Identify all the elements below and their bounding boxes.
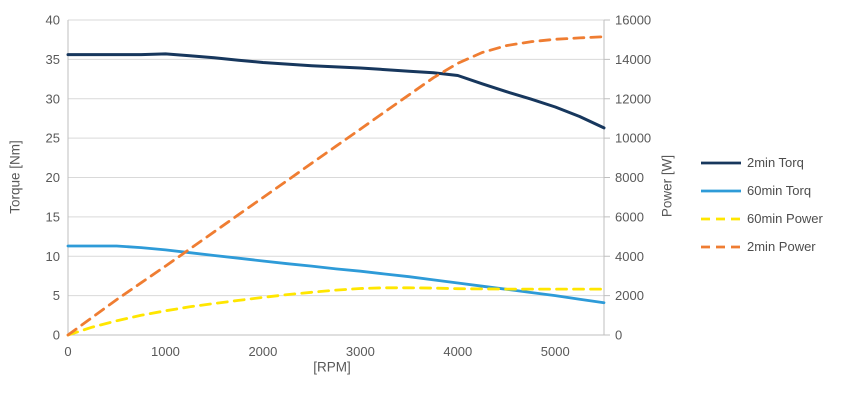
y-right-tick-label: 10000 [615, 131, 651, 146]
series-60min-torq [66, 244, 606, 305]
y-right-tick-label: 12000 [615, 91, 651, 106]
legend-item: 2min Torq [700, 155, 823, 170]
y-right-tick-label: 4000 [615, 249, 644, 264]
legend-item: 60min Torq [700, 183, 823, 198]
y-right-tick-label: 2000 [615, 288, 644, 303]
y-right-tick-label: 6000 [615, 209, 644, 224]
series-2min-power [66, 35, 606, 337]
y-left-tick-label: 10 [46, 249, 60, 264]
y-left-tick-label: 15 [46, 209, 60, 224]
legend-swatch-2min-torq [701, 161, 741, 164]
x-tick-label: 5000 [541, 344, 570, 359]
y-right-tick-label: 8000 [615, 170, 644, 185]
legend-label: 2min Power [747, 239, 816, 254]
legend-item: 2min Power [700, 239, 823, 254]
y-left-tick-label: 20 [46, 170, 60, 185]
series-60min-power [66, 286, 606, 337]
legend-label: 60min Torq [747, 183, 812, 198]
x-tick-label: 0 [64, 344, 71, 359]
legend-item: 60min Power [700, 211, 823, 226]
y-left-tick-label: 25 [46, 131, 60, 146]
x-tick-label: 4000 [443, 344, 472, 359]
legend-swatch-60min-power [701, 217, 741, 220]
x-tick-label: 2000 [248, 344, 277, 359]
x-tick-label: 3000 [346, 344, 375, 359]
y-axis-left-title: Torque [Nm] [7, 140, 23, 214]
x-axis-title: [RPM] [313, 359, 351, 375]
y-left-tick-label: 35 [46, 52, 60, 67]
legend-swatch-2min-power [701, 245, 741, 248]
y-right-tick-label: 14000 [615, 52, 651, 67]
y-left-tick-label: 40 [46, 13, 60, 28]
y-right-tick-label: 16000 [615, 13, 651, 28]
y-left-tick-label: 5 [53, 288, 60, 303]
y-right-tick-label: 0 [615, 328, 622, 343]
series-2min-torq [66, 52, 606, 130]
y-left-tick-label: 0 [53, 328, 60, 343]
legend-swatch-60min-torq [701, 189, 741, 192]
y-axis-right-title: Power [W] [659, 154, 675, 218]
legend: 2min Torq 60min Torq 60min Power 2min Power [700, 155, 823, 254]
legend-label: 2min Torq [747, 155, 804, 170]
y-left-tick-label: 30 [46, 91, 60, 106]
x-tick-label: 1000 [151, 344, 180, 359]
legend-label: 60min Power [747, 211, 823, 226]
